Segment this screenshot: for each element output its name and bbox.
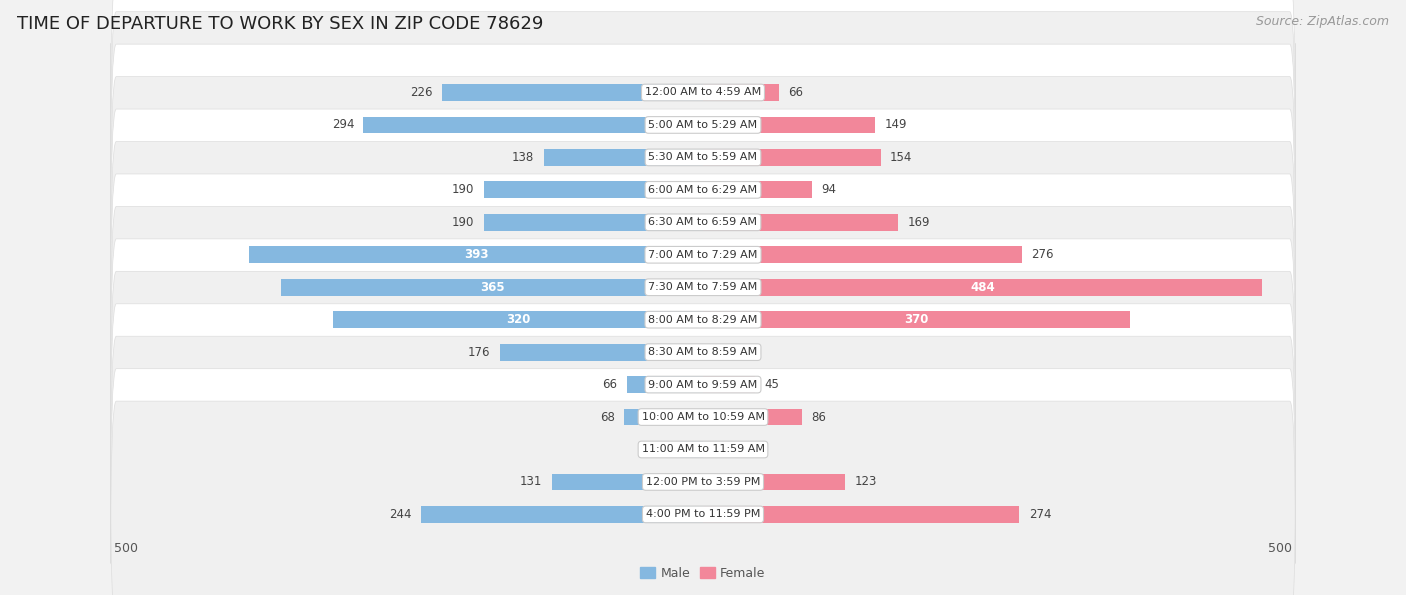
FancyBboxPatch shape xyxy=(111,0,1295,206)
Bar xyxy=(281,279,703,296)
Text: 393: 393 xyxy=(464,248,488,261)
Text: 274: 274 xyxy=(1029,508,1052,521)
Legend: Male, Female: Male, Female xyxy=(636,562,770,585)
Bar xyxy=(681,441,703,458)
Text: 4:00 PM to 11:59 PM: 4:00 PM to 11:59 PM xyxy=(645,509,761,519)
Text: 45: 45 xyxy=(765,378,779,391)
Bar xyxy=(703,181,811,198)
Text: 12:00 AM to 4:59 AM: 12:00 AM to 4:59 AM xyxy=(645,87,761,98)
Text: 68: 68 xyxy=(600,411,616,424)
Bar xyxy=(703,84,779,101)
FancyBboxPatch shape xyxy=(111,12,1295,238)
Text: 66: 66 xyxy=(789,86,803,99)
Bar xyxy=(703,506,1019,523)
Bar xyxy=(627,376,703,393)
Text: 226: 226 xyxy=(411,86,433,99)
Bar xyxy=(544,149,703,166)
Text: 6:00 AM to 6:29 AM: 6:00 AM to 6:29 AM xyxy=(648,185,758,195)
FancyBboxPatch shape xyxy=(111,271,1295,498)
FancyBboxPatch shape xyxy=(111,174,1295,400)
FancyBboxPatch shape xyxy=(111,142,1295,368)
FancyBboxPatch shape xyxy=(111,239,1295,465)
FancyBboxPatch shape xyxy=(111,77,1295,303)
FancyBboxPatch shape xyxy=(111,109,1295,336)
Text: 169: 169 xyxy=(907,216,929,229)
FancyBboxPatch shape xyxy=(111,44,1295,271)
Text: 94: 94 xyxy=(821,183,835,196)
Bar xyxy=(551,474,703,490)
Text: 365: 365 xyxy=(479,281,505,294)
Text: 66: 66 xyxy=(603,378,617,391)
Text: Source: ZipAtlas.com: Source: ZipAtlas.com xyxy=(1256,15,1389,28)
Text: 484: 484 xyxy=(970,281,995,294)
Text: 5:00 AM to 5:29 AM: 5:00 AM to 5:29 AM xyxy=(648,120,758,130)
Text: 149: 149 xyxy=(884,118,907,131)
Text: 0: 0 xyxy=(713,443,720,456)
Bar xyxy=(703,376,755,393)
Text: 370: 370 xyxy=(904,313,929,326)
Bar xyxy=(703,214,898,231)
Bar xyxy=(703,474,845,490)
Bar xyxy=(422,506,703,523)
FancyBboxPatch shape xyxy=(111,369,1295,595)
Bar xyxy=(441,84,703,101)
Text: 154: 154 xyxy=(890,151,912,164)
Bar xyxy=(484,214,703,231)
FancyBboxPatch shape xyxy=(111,336,1295,563)
Text: 8:00 AM to 8:29 AM: 8:00 AM to 8:29 AM xyxy=(648,315,758,325)
Bar xyxy=(624,409,703,425)
Bar xyxy=(703,149,880,166)
Bar xyxy=(703,409,803,425)
Text: 5:30 AM to 5:59 AM: 5:30 AM to 5:59 AM xyxy=(648,152,758,162)
FancyBboxPatch shape xyxy=(111,304,1295,530)
Bar xyxy=(333,311,703,328)
Text: 244: 244 xyxy=(389,508,412,521)
Text: 123: 123 xyxy=(855,475,877,488)
Bar xyxy=(703,246,1022,263)
Bar xyxy=(703,279,1263,296)
Text: 30: 30 xyxy=(747,346,762,359)
Bar xyxy=(703,344,738,361)
FancyBboxPatch shape xyxy=(111,401,1295,595)
Text: 190: 190 xyxy=(451,183,474,196)
Text: 20: 20 xyxy=(655,443,671,456)
Text: 176: 176 xyxy=(468,346,491,359)
Text: 6:30 AM to 6:59 AM: 6:30 AM to 6:59 AM xyxy=(648,217,758,227)
Bar xyxy=(363,117,703,133)
Text: 86: 86 xyxy=(811,411,827,424)
FancyBboxPatch shape xyxy=(111,206,1295,433)
Text: 7:00 AM to 7:29 AM: 7:00 AM to 7:29 AM xyxy=(648,250,758,260)
Bar xyxy=(484,181,703,198)
Text: 12:00 PM to 3:59 PM: 12:00 PM to 3:59 PM xyxy=(645,477,761,487)
Text: 131: 131 xyxy=(520,475,543,488)
Bar xyxy=(249,246,703,263)
Text: TIME OF DEPARTURE TO WORK BY SEX IN ZIP CODE 78629: TIME OF DEPARTURE TO WORK BY SEX IN ZIP … xyxy=(17,15,543,33)
Bar xyxy=(499,344,703,361)
Text: 320: 320 xyxy=(506,313,530,326)
Text: 7:30 AM to 7:59 AM: 7:30 AM to 7:59 AM xyxy=(648,282,758,292)
Text: 9:00 AM to 9:59 AM: 9:00 AM to 9:59 AM xyxy=(648,380,758,390)
Bar xyxy=(703,311,1130,328)
Text: 8:30 AM to 8:59 AM: 8:30 AM to 8:59 AM xyxy=(648,347,758,357)
Bar xyxy=(703,117,875,133)
Text: 11:00 AM to 11:59 AM: 11:00 AM to 11:59 AM xyxy=(641,444,765,455)
Text: 138: 138 xyxy=(512,151,534,164)
Text: 190: 190 xyxy=(451,216,474,229)
Text: 10:00 AM to 10:59 AM: 10:00 AM to 10:59 AM xyxy=(641,412,765,422)
Text: 294: 294 xyxy=(332,118,354,131)
Text: 276: 276 xyxy=(1031,248,1053,261)
